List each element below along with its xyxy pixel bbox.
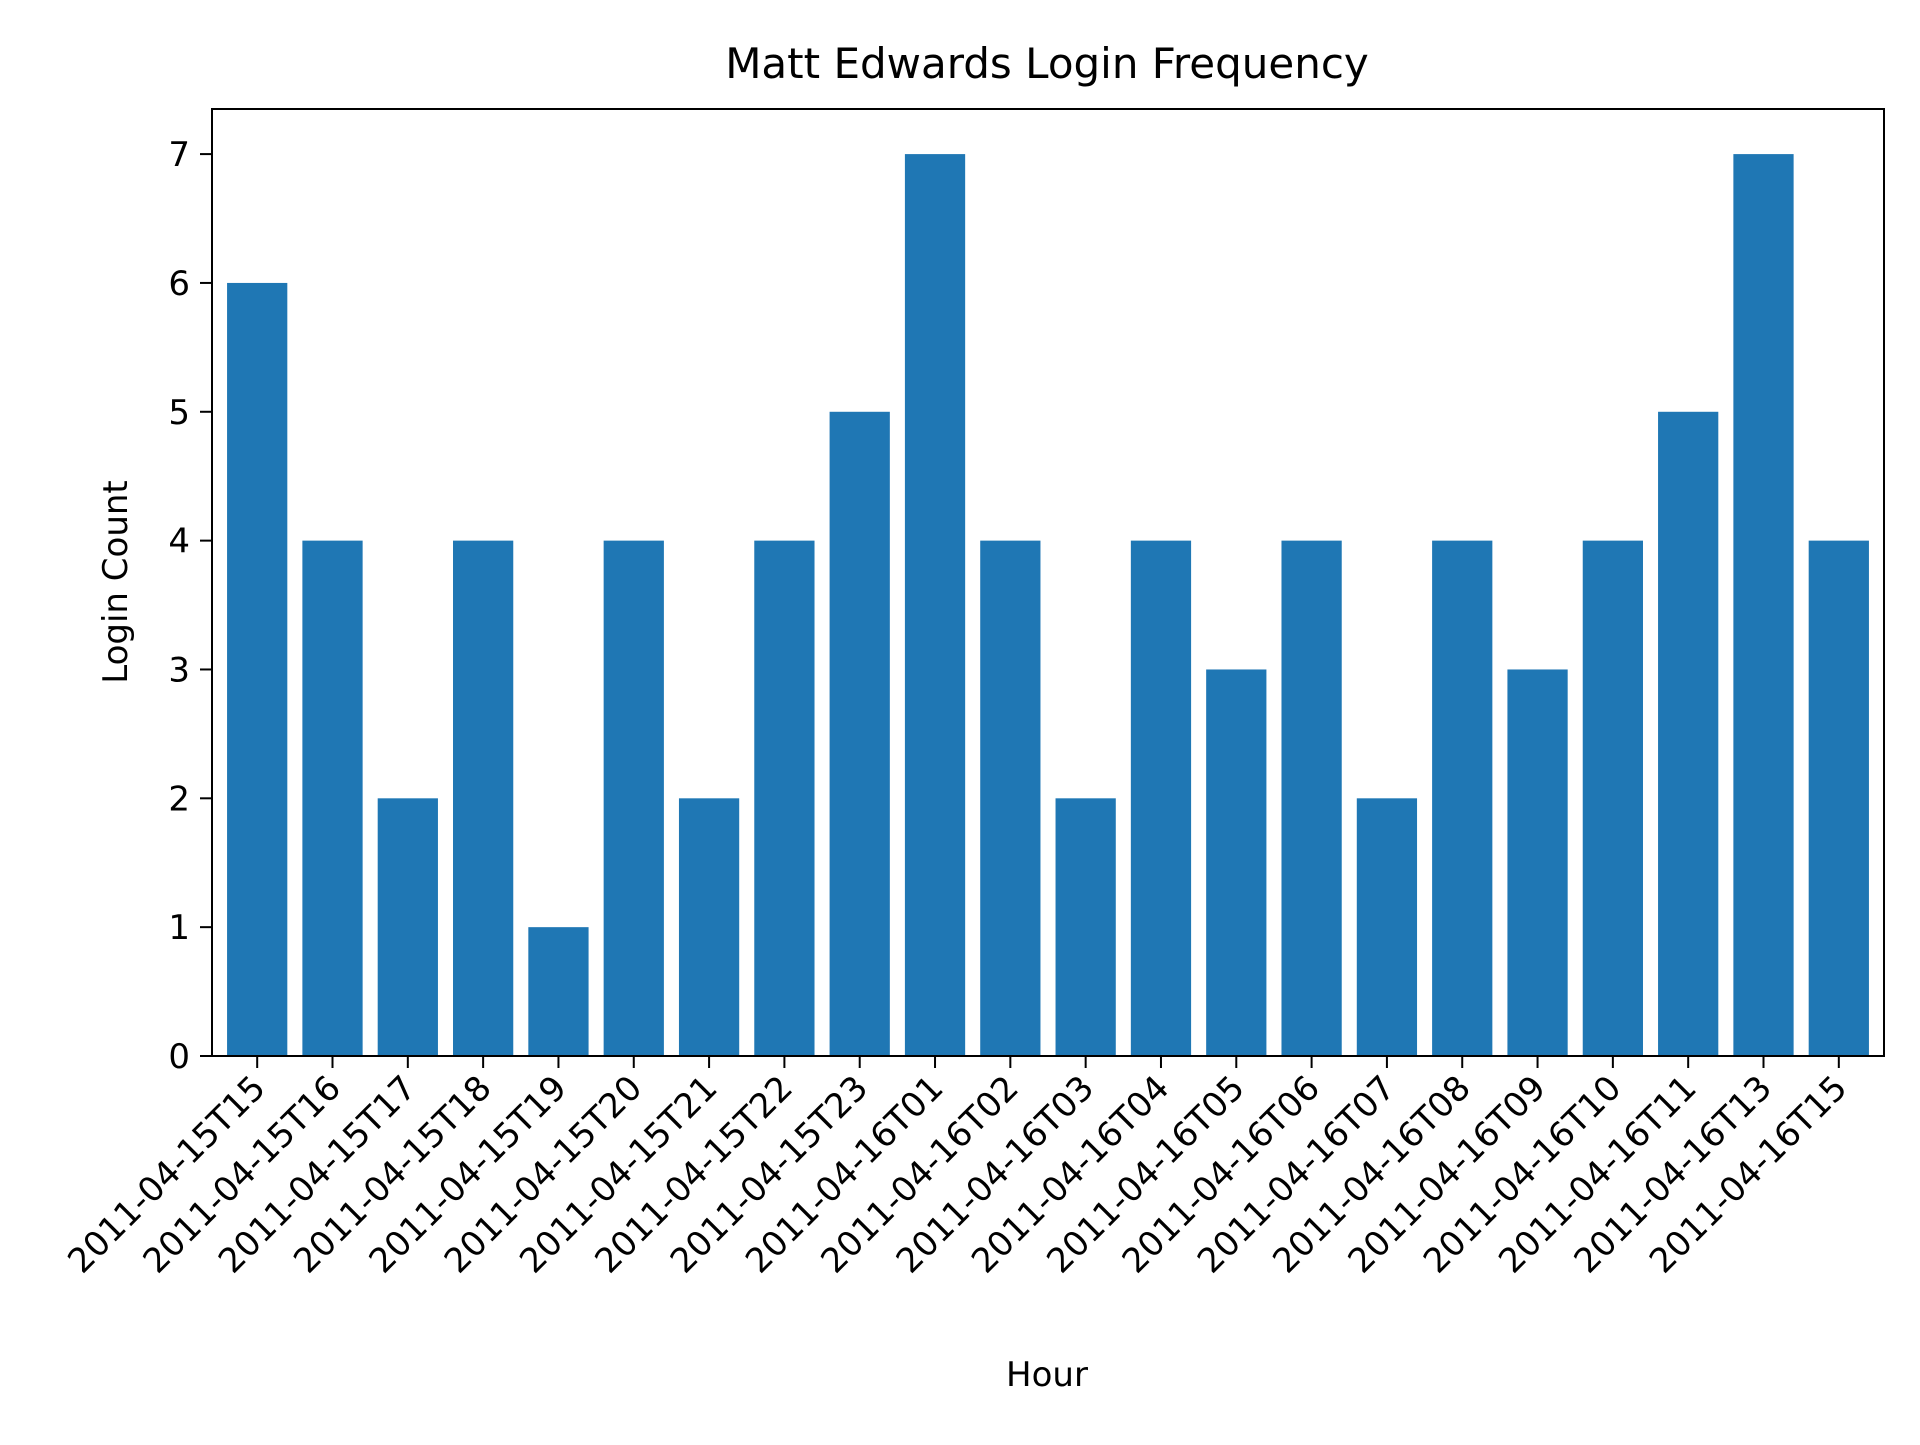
bar-2011-04-15T17 [377,798,438,1056]
bar-2011-04-16T11 [1658,411,1719,1056]
bar-2011-04-15T23 [829,411,890,1056]
y-axis: 0 1 2 3 4 5 6 7 [168,135,212,1077]
bar-2011-04-16T04 [1130,540,1192,1056]
bar-2011-04-15T22 [754,540,815,1056]
chart-title: Matt Edwards Login Frequency [725,39,1369,88]
y-tick-label: 4 [168,522,190,562]
bar-2011-04-15T16 [302,540,363,1056]
bar-2011-04-16T06 [1281,540,1342,1056]
x-axis: 2011-04-15T152011-04-15T162011-04-15T172… [60,1056,1855,1281]
y-tick-label: 0 [168,1037,190,1077]
bar-2011-04-16T07 [1356,798,1418,1056]
bar-2011-04-15T20 [603,540,664,1056]
bar-2011-04-16T08 [1432,540,1493,1056]
bar-2011-04-16T13 [1733,154,1794,1057]
bar-2011-04-16T05 [1206,669,1267,1056]
x-axis-label: Hour [1006,1355,1088,1395]
y-tick-label: 7 [168,135,190,175]
bar-2011-04-15T21 [678,798,740,1056]
bar-2011-04-16T01 [904,154,966,1057]
plot-area [227,154,1869,1057]
bar-2011-04-15T19 [528,927,589,1056]
y-tick-label: 1 [168,908,190,948]
bar-2011-04-16T02 [980,540,1041,1056]
bar-2011-04-15T18 [453,540,514,1056]
bar-2011-04-15T15 [227,282,288,1056]
y-tick-label: 2 [168,779,190,819]
bar-2011-04-16T15 [1808,540,1869,1056]
y-tick-label: 5 [168,393,190,433]
bar-2011-04-16T09 [1507,669,1568,1056]
y-tick-label: 3 [168,650,190,690]
plot-frame [211,108,1885,1057]
y-tick-label: 6 [168,264,190,304]
y-axis-label: Login Count [96,480,136,684]
bar-2011-04-16T10 [1582,540,1643,1056]
bar-2011-04-16T03 [1055,798,1116,1056]
